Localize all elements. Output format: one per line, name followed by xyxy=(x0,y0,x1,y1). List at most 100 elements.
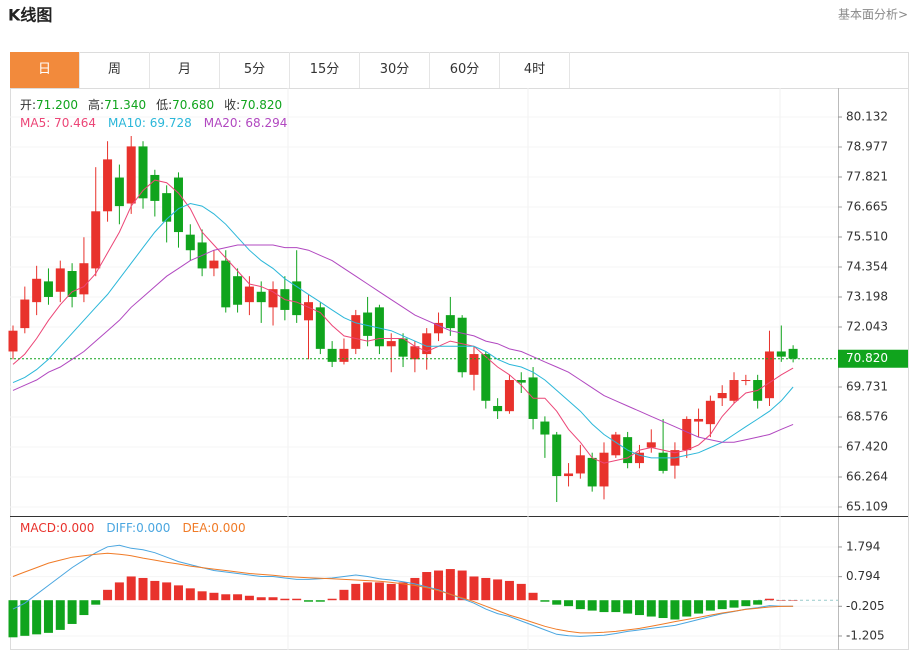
macd-bar xyxy=(646,600,656,617)
macd-bar xyxy=(8,600,18,638)
candle-body xyxy=(91,211,101,269)
candle-body xyxy=(363,312,373,336)
candle-body xyxy=(481,354,491,401)
ohlc-info: 开:71.200 高:71.340 低:70.680 收:70.820 xyxy=(20,97,282,112)
candle-body xyxy=(516,380,526,383)
candle-body xyxy=(209,260,219,269)
candle-body xyxy=(386,341,396,347)
info-label: 低: xyxy=(156,98,172,112)
candle-body xyxy=(114,177,124,207)
macd-bar xyxy=(516,583,526,601)
y-tick-label: 0.794 xyxy=(846,569,880,583)
candle-body xyxy=(185,234,195,251)
legend: MA5: 70.464 MA10: 69.728 MA20: 68.294 xyxy=(20,116,287,130)
macd-bar xyxy=(587,600,597,611)
y-tick-label: 69.731 xyxy=(846,380,888,394)
macd-bar xyxy=(233,594,243,601)
candle-body xyxy=(575,455,585,474)
candle-body xyxy=(422,333,432,355)
info-label: 高: xyxy=(88,97,104,112)
tab[interactable]: 4时 xyxy=(500,52,570,88)
y-tick-label: -0.205 xyxy=(846,599,885,613)
tab[interactable]: 周 xyxy=(80,52,150,88)
y-tick-label: 67.420 xyxy=(846,439,888,453)
candle-body xyxy=(705,400,715,425)
candle-body xyxy=(599,452,609,487)
macd-bar xyxy=(315,600,325,602)
candle-body xyxy=(315,307,325,349)
macd-bar xyxy=(540,600,550,602)
macd-bar xyxy=(103,589,113,601)
candle-body xyxy=(126,146,136,204)
macd-bar xyxy=(528,592,538,601)
macd-bar xyxy=(20,600,30,636)
y-tick-label: 65.109 xyxy=(846,499,888,513)
macd-bar xyxy=(304,600,313,602)
info-value: 70.680 xyxy=(172,98,214,112)
candle-body xyxy=(540,421,550,435)
candle-body xyxy=(717,393,727,399)
macd-bar xyxy=(434,570,444,601)
line xyxy=(12,202,794,459)
macd-bar xyxy=(776,600,786,601)
macd-bar xyxy=(339,589,349,601)
macd-bar xyxy=(575,600,585,610)
candle-body xyxy=(103,159,113,212)
candle-body xyxy=(587,457,597,487)
candle-body xyxy=(43,281,53,297)
macd-bar xyxy=(753,600,763,605)
tab[interactable]: 60分 xyxy=(430,52,500,88)
candle-body xyxy=(504,380,514,412)
macd-bar xyxy=(398,582,408,601)
macd-bar xyxy=(114,582,124,601)
legend-entry: MA20: 68.294 xyxy=(204,116,288,130)
link[interactable]: 基本面分析> xyxy=(838,8,908,22)
candle-body xyxy=(682,418,692,451)
candle-body xyxy=(374,307,384,347)
candle-body xyxy=(55,268,65,292)
legend-entry: DIFF:0.000 xyxy=(106,521,170,535)
candle-body xyxy=(469,354,479,375)
candle-body xyxy=(398,338,408,357)
y-tick-label: 76.665 xyxy=(846,200,888,214)
candle-body xyxy=(8,330,18,352)
macd-bar xyxy=(197,591,207,601)
macd-bar xyxy=(764,598,774,601)
macd-bar xyxy=(209,592,219,601)
info-value: 71.200 xyxy=(36,98,78,112)
legend-entry: MACD:0.000 xyxy=(20,521,94,535)
candle-body xyxy=(339,348,349,362)
macd-bar xyxy=(126,576,136,601)
macd-bar xyxy=(788,600,798,601)
macd-bar xyxy=(694,600,704,614)
y-tick-label: 73.198 xyxy=(846,290,888,304)
macd-bar xyxy=(410,577,420,601)
last-price-box xyxy=(838,349,908,368)
tab[interactable]: 15分 xyxy=(290,52,360,88)
macd-bar xyxy=(363,582,373,601)
macd-bar xyxy=(351,583,361,601)
candle-body xyxy=(658,452,668,471)
candle-body xyxy=(20,299,30,329)
candle-body xyxy=(776,351,786,357)
macd-bar xyxy=(611,600,621,613)
tab[interactable]: 5分 xyxy=(220,52,290,88)
candle-body xyxy=(764,351,774,399)
candle-body xyxy=(646,442,656,448)
candle-body xyxy=(162,193,172,222)
legend: MACD:0.000 DIFF:0.000 DEA:0.000 xyxy=(20,521,246,535)
tab[interactable]: 30分 xyxy=(360,52,430,88)
tab[interactable]: 月 xyxy=(150,52,220,88)
candle-body xyxy=(552,434,562,477)
tab[interactable]: 日 xyxy=(10,52,80,88)
macd-bar xyxy=(481,577,491,601)
candle-body xyxy=(410,346,420,360)
info-value: 70.820 xyxy=(240,98,282,112)
info-label: 收: xyxy=(224,98,240,112)
macd-bar xyxy=(564,600,574,607)
macd-bar xyxy=(221,594,231,601)
candle-body xyxy=(457,317,467,373)
macd-bar xyxy=(623,600,633,614)
macd-bar xyxy=(599,600,609,613)
